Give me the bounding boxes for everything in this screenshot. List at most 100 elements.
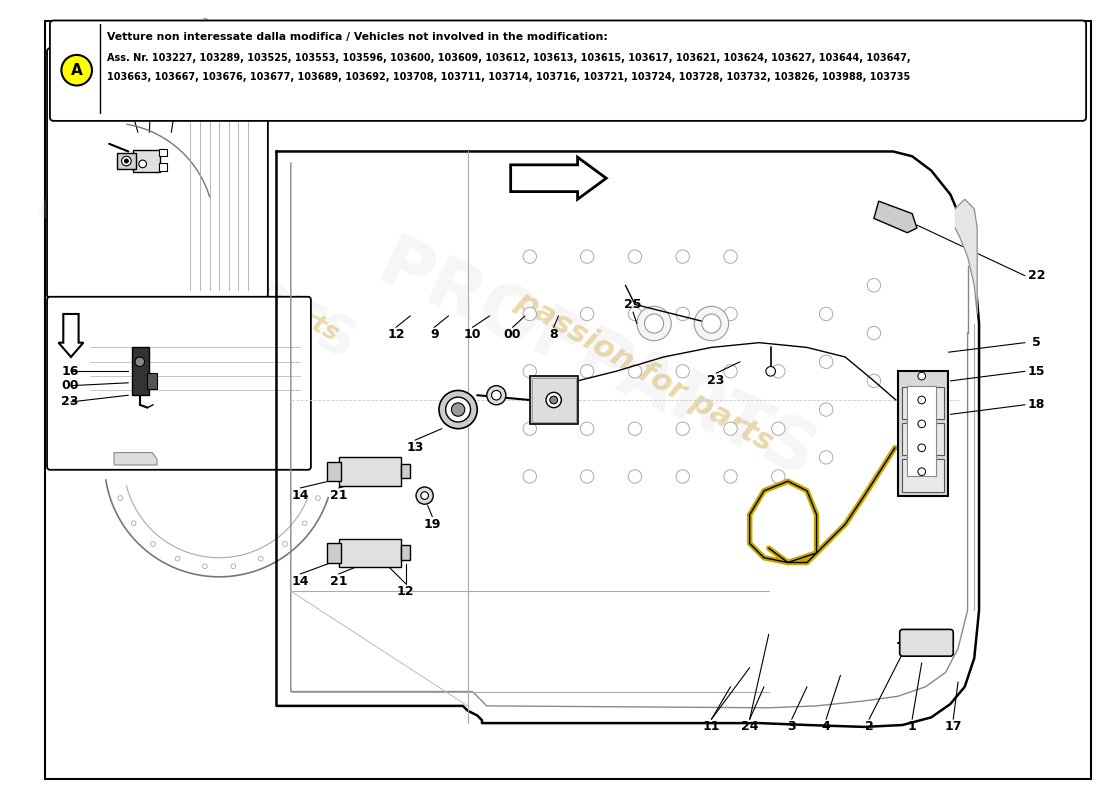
- Bar: [902, 459, 944, 492]
- Circle shape: [416, 487, 433, 504]
- Circle shape: [917, 372, 925, 380]
- Circle shape: [867, 374, 881, 387]
- Circle shape: [766, 366, 775, 376]
- Circle shape: [175, 556, 180, 561]
- Text: 11: 11: [703, 721, 720, 734]
- Circle shape: [446, 397, 471, 422]
- Circle shape: [637, 306, 671, 341]
- Circle shape: [724, 307, 737, 321]
- Bar: [339, 538, 400, 567]
- Text: PROFPARTS: PROFPARTS: [366, 230, 827, 494]
- Circle shape: [820, 307, 833, 321]
- Circle shape: [917, 396, 925, 404]
- Circle shape: [135, 357, 144, 366]
- Bar: [400, 546, 410, 560]
- Text: 14: 14: [292, 489, 309, 502]
- Circle shape: [676, 365, 690, 378]
- Circle shape: [771, 422, 785, 435]
- Bar: [327, 543, 341, 562]
- Circle shape: [628, 250, 641, 263]
- Bar: [339, 458, 400, 486]
- Bar: [147, 374, 157, 389]
- Circle shape: [550, 396, 558, 404]
- FancyBboxPatch shape: [47, 48, 268, 298]
- Circle shape: [421, 492, 429, 499]
- Text: passion for parts: passion for parts: [510, 286, 779, 457]
- Text: 9: 9: [430, 329, 439, 342]
- FancyBboxPatch shape: [900, 630, 954, 656]
- Circle shape: [581, 470, 594, 483]
- Polygon shape: [955, 199, 977, 314]
- Text: 21: 21: [330, 489, 348, 502]
- FancyBboxPatch shape: [47, 297, 311, 470]
- Circle shape: [820, 355, 833, 369]
- Circle shape: [676, 250, 690, 263]
- Circle shape: [258, 556, 263, 561]
- Polygon shape: [114, 453, 157, 465]
- Circle shape: [917, 420, 925, 428]
- Circle shape: [302, 521, 307, 526]
- Text: 19: 19: [424, 518, 441, 530]
- Circle shape: [702, 314, 721, 333]
- Circle shape: [581, 307, 594, 321]
- Circle shape: [231, 564, 235, 569]
- Circle shape: [628, 365, 641, 378]
- Bar: [327, 462, 341, 482]
- Circle shape: [820, 403, 833, 416]
- Bar: [132, 347, 150, 395]
- Bar: [902, 423, 944, 455]
- Circle shape: [316, 496, 320, 501]
- Text: PROFPARTS: PROFPARTS: [28, 179, 363, 373]
- Circle shape: [917, 468, 925, 475]
- Bar: [158, 149, 166, 156]
- Text: Ass. Nr. 103227, 103289, 103525, 103553, 103596, 103600, 103609, 103612, 103613,: Ass. Nr. 103227, 103289, 103525, 103553,…: [108, 53, 911, 62]
- Circle shape: [724, 365, 737, 378]
- Circle shape: [524, 307, 537, 321]
- Circle shape: [724, 422, 737, 435]
- Circle shape: [581, 422, 594, 435]
- Text: 2: 2: [865, 721, 873, 734]
- Text: passion for parts: passion for parts: [123, 206, 343, 346]
- Text: 14: 14: [292, 575, 309, 588]
- Text: 00: 00: [504, 329, 521, 342]
- Circle shape: [439, 390, 477, 429]
- Circle shape: [724, 250, 737, 263]
- Circle shape: [62, 55, 92, 86]
- Polygon shape: [510, 158, 606, 199]
- Bar: [902, 386, 944, 419]
- Text: 5: 5: [1032, 336, 1041, 349]
- Circle shape: [202, 564, 207, 569]
- Text: A: A: [70, 62, 82, 78]
- Circle shape: [151, 542, 155, 546]
- Text: 25: 25: [625, 298, 641, 311]
- Bar: [400, 464, 410, 478]
- Circle shape: [524, 422, 537, 435]
- Bar: [898, 371, 947, 495]
- Text: Vetture non interessate dalla modifica / Vehicles not involved in the modificati: Vetture non interessate dalla modifica /…: [108, 32, 608, 42]
- Circle shape: [628, 470, 641, 483]
- Text: 7: 7: [176, 57, 185, 70]
- Circle shape: [451, 403, 465, 416]
- Text: 8: 8: [549, 329, 558, 342]
- Circle shape: [139, 160, 146, 168]
- Circle shape: [771, 365, 785, 378]
- Circle shape: [122, 156, 131, 166]
- Circle shape: [524, 470, 537, 483]
- Text: 103663, 103667, 103676, 103677, 103689, 103692, 103708, 103711, 103714, 103716, : 103663, 103667, 103676, 103677, 103689, …: [108, 72, 911, 82]
- Circle shape: [645, 314, 663, 333]
- Bar: [908, 386, 936, 477]
- Circle shape: [524, 365, 537, 378]
- Circle shape: [492, 390, 502, 400]
- Bar: [530, 376, 578, 424]
- Circle shape: [676, 422, 690, 435]
- Bar: [117, 154, 136, 169]
- Text: 16: 16: [62, 365, 79, 378]
- Circle shape: [867, 326, 881, 340]
- Circle shape: [917, 444, 925, 452]
- Text: 6: 6: [147, 57, 156, 70]
- Text: 10: 10: [464, 329, 481, 342]
- Bar: [133, 150, 160, 173]
- Circle shape: [581, 250, 594, 263]
- Circle shape: [724, 470, 737, 483]
- Text: 4: 4: [822, 721, 830, 734]
